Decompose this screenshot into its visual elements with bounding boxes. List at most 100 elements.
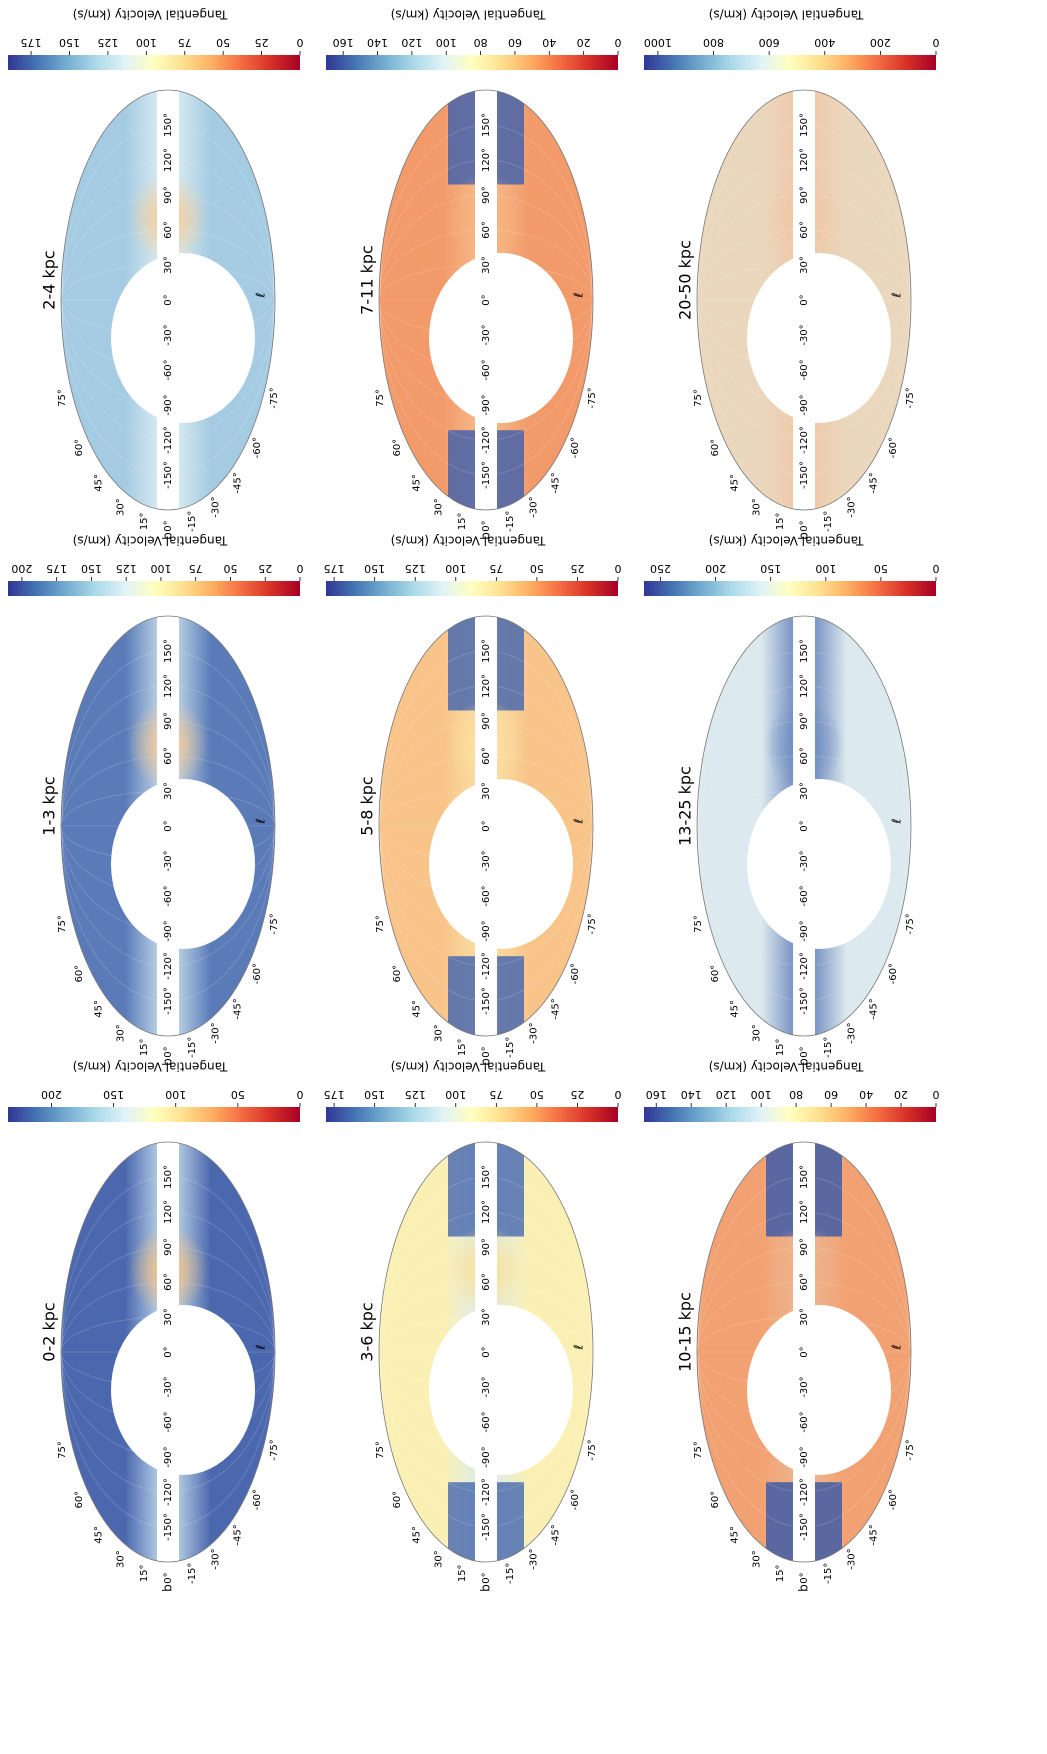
lon-tick-label: 120°: [163, 674, 174, 698]
colorbar-tick-label: 75: [178, 36, 192, 49]
lat-tick-label: 15°: [139, 512, 150, 530]
lat-tick-label: 75°: [57, 915, 68, 933]
colorbar-tick-label: 60: [824, 1088, 838, 1101]
lon-tick-label: -120°: [481, 1478, 492, 1506]
lat-tick-label: -75°: [269, 1439, 280, 1460]
lon-tick-label: 0°: [799, 294, 810, 305]
lon-tick-label: 150°: [799, 639, 810, 663]
lat-tick-label: -15°: [505, 511, 516, 532]
sky-map: [379, 1142, 593, 1562]
colorbar-label: Tangential Velocity (km/s): [709, 1060, 865, 1074]
lon-tick-label: 150°: [163, 639, 174, 663]
chart-title: 0-2 kpc: [40, 1302, 59, 1361]
lat-tick-label: 60°: [392, 439, 403, 457]
x-axis-label: ℓ: [890, 818, 904, 824]
lat-tick-label: 45°: [412, 1526, 423, 1544]
y-axis-label: b: [797, 532, 811, 540]
colorbar-label: Tangential Velocity (km/s): [73, 534, 229, 548]
lat-tick-label: 45°: [94, 1000, 105, 1018]
lon-tick-label: -90°: [163, 1446, 174, 1467]
lon-tick-label: 150°: [799, 1165, 810, 1189]
chart-title: 1-3 kpc: [40, 776, 59, 835]
colorbar-tick-label: 150: [760, 562, 781, 575]
x-axis-label: ℓ: [572, 1344, 586, 1350]
colorbar-tick-label: 1000: [644, 36, 672, 49]
lon-tick-label: -90°: [481, 394, 492, 415]
lat-tick-label: 0°: [481, 1046, 492, 1057]
lat-tick-label: 0°: [481, 520, 492, 531]
lat-tick-label: -75°: [587, 387, 598, 408]
colorbar: [326, 1107, 618, 1122]
colorbar-tick-label: 175: [21, 36, 42, 49]
lon-tick-label: -150°: [481, 1513, 492, 1541]
lat-tick-label: 60°: [392, 1491, 403, 1509]
lon-tick-label: 150°: [481, 113, 492, 137]
chart-title: 20-50 kpc: [676, 240, 695, 320]
lon-tick-label: 0°: [799, 1346, 810, 1357]
colorbar-tick-label: 800: [703, 36, 724, 49]
sky-map: [61, 90, 275, 510]
map-outline: [60, 1141, 276, 1563]
colorbar-tick-label: 100: [445, 1088, 466, 1101]
lat-tick-label: 75°: [375, 389, 386, 407]
colorbar-tick-label: 40: [542, 36, 556, 49]
lat-tick-label: -45°: [232, 998, 243, 1019]
colorbar-tick-label: 125: [116, 562, 137, 575]
lat-tick-label: 30°: [434, 1550, 445, 1568]
lon-tick-label: 30°: [799, 782, 810, 800]
colorbar-tick-label: 175: [46, 562, 67, 575]
lat-tick-label: 30°: [116, 1550, 127, 1568]
colorbar-tick-label: 200: [705, 562, 726, 575]
colorbar-tick-label: 250: [650, 562, 671, 575]
colorbar-tick-label: 25: [255, 36, 269, 49]
colorbar-tick-label: 75: [489, 1088, 503, 1101]
colorbar-tick-label: 60: [508, 36, 522, 49]
x-axis-label: ℓ: [254, 818, 268, 824]
colorbar: [8, 1107, 300, 1122]
colorbar-label: Tangential Velocity (km/s): [391, 8, 547, 22]
y-axis-label: b: [161, 532, 175, 540]
lon-tick-label: -150°: [163, 1513, 174, 1541]
lat-tick-label: 45°: [412, 1000, 423, 1018]
lat-tick-label: 0°: [481, 1572, 492, 1583]
lat-tick-label: -45°: [232, 472, 243, 493]
colorbar-tick-label: 100: [150, 562, 171, 575]
lat-tick-label: 45°: [730, 1000, 741, 1018]
lat-tick-label: 75°: [693, 915, 704, 933]
lat-tick-label: 30°: [752, 1024, 763, 1042]
colorbar-label: Tangential Velocity (km/s): [391, 534, 547, 548]
panel: Tangential Velocity (km/s) 0 25 50 75 100 125 1…: [324, 534, 622, 1066]
colorbar-tick-label: 80: [789, 1088, 803, 1101]
colorbar-tick-label: 0: [615, 36, 622, 49]
colorbar-tick-label: 100: [751, 1088, 772, 1101]
lon-tick-label: 0°: [481, 1346, 492, 1357]
colorbar-tick-label: 125: [405, 562, 426, 575]
panel: Tangential Velocity (km/s) 0 25 50 75 100 125 1…: [8, 534, 304, 1066]
lat-tick-label: -30°: [528, 1022, 539, 1043]
lon-tick-label: -60°: [481, 1411, 492, 1432]
colorbar-tick-label: 25: [570, 1088, 584, 1101]
sky-map: [697, 616, 911, 1036]
bulge-mask: [429, 779, 573, 949]
colorbar-tick-label: 25: [258, 562, 272, 575]
lat-tick-label: 75°: [57, 389, 68, 407]
lat-tick-label: 30°: [116, 498, 127, 516]
lat-tick-label: 60°: [74, 965, 85, 983]
lon-tick-label: 60°: [481, 747, 492, 765]
lon-tick-label: 30°: [163, 1308, 174, 1326]
lon-tick-label: 120°: [163, 148, 174, 172]
lon-tick-label: 90°: [799, 1238, 810, 1256]
lon-tick-label: 0°: [481, 294, 492, 305]
lon-tick-label: -120°: [163, 426, 174, 454]
lat-tick-label: 60°: [74, 1491, 85, 1509]
bulge-mask: [111, 253, 255, 423]
colorbar-tick-label: 175: [324, 562, 345, 575]
chart-title: 5-8 kpc: [358, 776, 377, 835]
colorbar-tick-label: 75: [189, 562, 203, 575]
colorbar: [8, 55, 300, 70]
lon-tick-label: -60°: [163, 1411, 174, 1432]
lon-tick-label: -60°: [163, 359, 174, 380]
lon-tick-label: 90°: [799, 712, 810, 730]
colorbar-tick-label: 125: [97, 36, 118, 49]
lat-tick-label: 60°: [710, 965, 721, 983]
